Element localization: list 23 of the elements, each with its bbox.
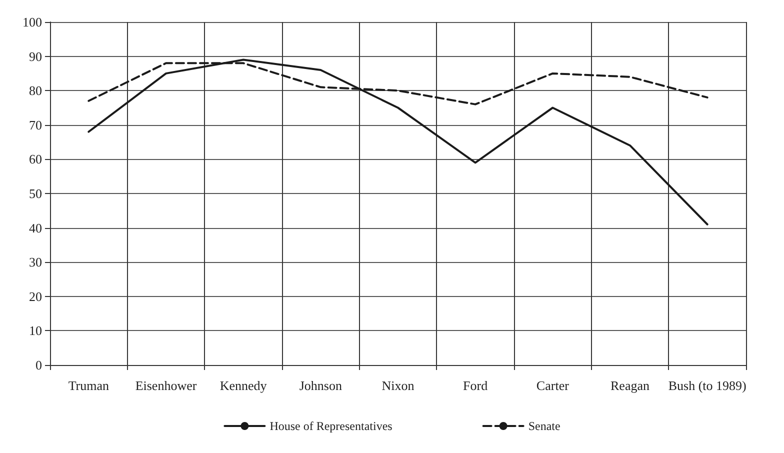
x-tick-label: Kennedy — [220, 378, 268, 393]
y-tick-label: 60 — [29, 152, 42, 167]
x-tick-label: Eisenhower — [135, 378, 198, 393]
x-tick-label: Ford — [463, 378, 488, 393]
legend-label: House of Representatives — [270, 419, 393, 433]
y-tick-label: 50 — [29, 186, 42, 201]
legend-label: Senate — [528, 419, 560, 433]
line-series — [88, 58, 708, 226]
y-tick-label: 20 — [29, 288, 42, 304]
y-tick-label: 80 — [29, 83, 42, 98]
y-tick-label: 90 — [29, 48, 42, 64]
x-tick-label: Johnson — [299, 378, 342, 393]
y-tick-label: 70 — [29, 117, 42, 132]
x-tick-label: Carter — [536, 378, 570, 393]
x-tick-label: Truman — [68, 378, 110, 393]
y-tick-label: 100 — [22, 14, 42, 30]
x-tick-label: Nixon — [382, 378, 415, 393]
y-tick-label: 40 — [29, 220, 42, 236]
y-tick-label: 0 — [36, 358, 42, 372]
x-tick-label: Bush (to 1989) — [668, 378, 746, 393]
y-tick-label: 30 — [29, 254, 42, 270]
y-tick-label: 10 — [29, 323, 42, 338]
x-tick-label: Reagan — [610, 378, 650, 393]
